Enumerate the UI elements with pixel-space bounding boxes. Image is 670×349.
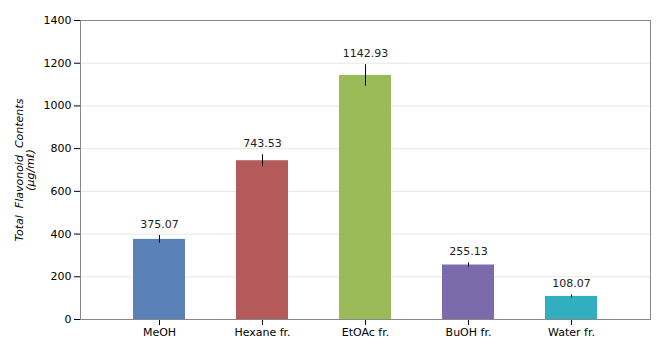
svg-text:400: 400 [51, 228, 72, 241]
svg-text:800: 800 [51, 142, 72, 155]
svg-text:108.07: 108.07 [552, 277, 591, 290]
svg-text:200: 200 [51, 270, 72, 283]
svg-text:BuOH fr.: BuOH fr. [446, 326, 492, 339]
svg-text:EtOAc fr.: EtOAc fr. [342, 326, 390, 339]
svg-text:Hexane fr.: Hexane fr. [234, 326, 290, 339]
svg-text:1400: 1400 [44, 14, 72, 27]
svg-text:1142.93: 1142.93 [343, 47, 389, 60]
svg-text:Water fr.: Water fr. [548, 326, 595, 339]
svg-text:1000: 1000 [44, 99, 72, 112]
svg-text:MeOH: MeOH [143, 326, 176, 339]
svg-text:375.07: 375.07 [140, 218, 179, 231]
svg-text:255.13: 255.13 [449, 245, 488, 258]
svg-text:Total Flavonoid Contents(μg/: Total Flavonoid Contents(μg/mℓ) [13, 98, 37, 241]
svg-text:600: 600 [51, 185, 72, 198]
svg-text:1200: 1200 [44, 57, 72, 70]
svg-text:743.53: 743.53 [243, 137, 282, 150]
svg-text:0: 0 [65, 313, 72, 326]
